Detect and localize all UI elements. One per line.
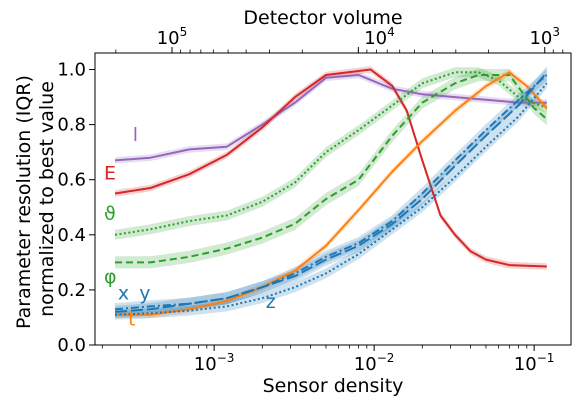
y-tick-label: 0.4 [57,225,86,246]
series-label-6: t [128,309,135,331]
series-labels: lEϑ φx yt z [104,124,276,331]
x-axis-title: Sensor density [263,375,404,397]
top-axis: 105 104 103 [115,25,564,53]
band-0 [115,71,547,164]
series-label-5: y [139,283,150,305]
series-line-1 [114,68,547,268]
y-tick-label: 1.0 [57,60,86,81]
series-line-4 [115,71,548,316]
series-line-6 [114,71,548,313]
y-axis-title-line-1: Parameter resolution (IQR) [13,75,35,329]
series-line-3 [115,74,548,264]
series-label-2: ϑ [104,203,116,225]
y-axis: 0.0 0.2 0.4 0.6 0.8 1.0 [57,60,95,356]
top-tick-label: 104 [364,25,395,49]
series-lines [114,68,548,316]
x-axis: 10−3 10−2 10−1 [101,345,555,375]
series-label-0: l [133,124,138,146]
series-line-0 [114,74,547,162]
plot-frame [94,52,572,346]
x-tick-label: 10−3 [194,351,235,375]
series-line-2 [114,71,548,236]
series-label-3: φ [104,266,117,288]
confidence-bands [115,66,547,320]
series-label-4: x [118,283,129,305]
y-tick-label: 0.6 [57,170,86,191]
y-axis-title-line-2: normalized to best value [36,81,58,317]
band-2 [115,67,547,240]
series-line-7 [114,82,548,316]
series-label-7: z [266,291,276,313]
top-tick-label: 103 [529,25,560,49]
x-tick-label: 10−2 [354,351,395,375]
top-tick-label: 105 [157,25,188,49]
y-axis-title: Parameter resolution (IQR) normalized to… [13,69,58,329]
top-axis-title: Detector volume [243,7,402,29]
y-tick-label: 0.8 [57,115,86,136]
x-tick-label: 10−1 [514,351,555,375]
y-tick-label: 0.2 [57,280,86,301]
y-tick-label: 0.0 [57,335,86,356]
series-label-1: E [104,163,116,185]
